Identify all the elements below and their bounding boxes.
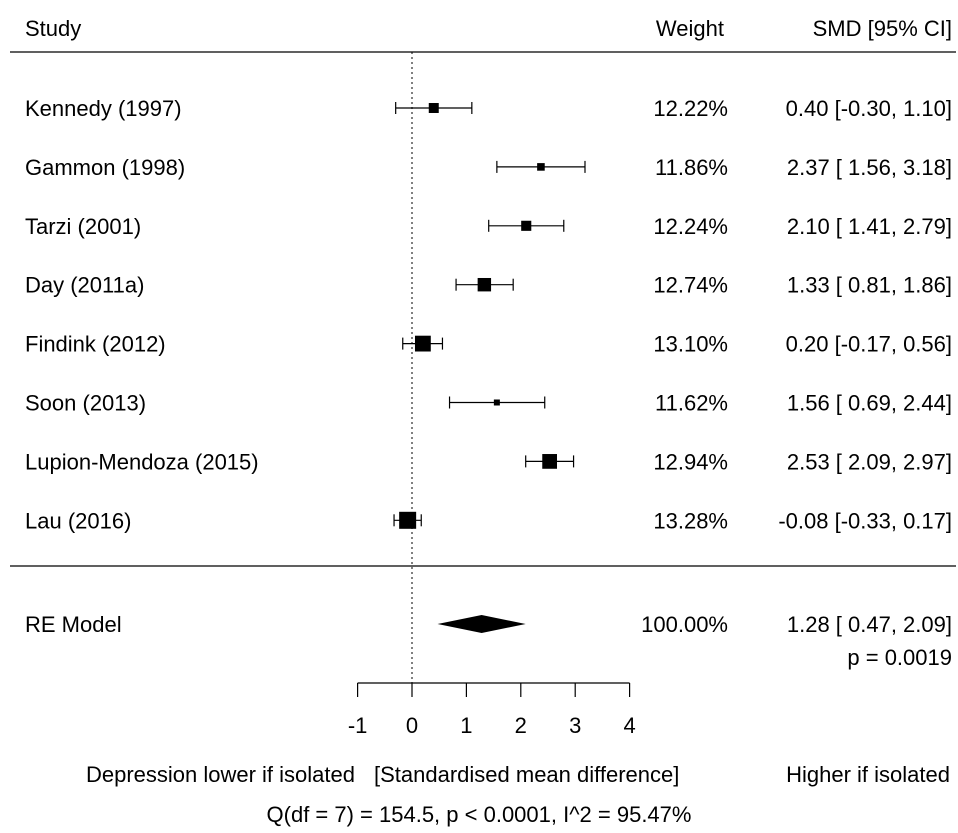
study-label: Day (2011a) xyxy=(25,273,144,298)
study-ci: 1.56 [ 0.69, 2.44] xyxy=(787,391,952,416)
study-ci: 2.10 [ 1.41, 2.79] xyxy=(787,214,952,239)
study-weight: 13.10% xyxy=(653,332,728,357)
x-tick-label: 4 xyxy=(623,713,635,738)
point-estimate-square xyxy=(521,220,532,231)
summary-label: RE Model xyxy=(25,612,122,637)
study-label: Findink (2012) xyxy=(25,332,166,357)
study-label: Kennedy (1997) xyxy=(25,96,182,121)
study-rows: Kennedy (1997) 12.22% 0.40 [-0.30, 1.10] Ga… xyxy=(25,96,952,533)
study-label: Gammon (1998) xyxy=(25,155,185,180)
study-label: Tarzi (2001) xyxy=(25,214,141,239)
x-tick-label: 3 xyxy=(569,713,581,738)
point-estimate-square xyxy=(537,163,545,171)
study-weight: 11.86% xyxy=(655,155,728,180)
study-ci: 1.33 [ 0.81, 1.86] xyxy=(787,273,952,298)
study-weight: 12.74% xyxy=(653,273,728,298)
heterogeneity-stats: Q(df = 7) = 154.5, p < 0.0001, I^2 = 95.… xyxy=(267,802,692,827)
study-row: Tarzi (2001) 12.24% 2.10 [ 1.41, 2.79] xyxy=(25,214,952,239)
point-estimate-square xyxy=(428,103,439,113)
x-tick-label: 0 xyxy=(406,713,418,738)
study-weight: 13.28% xyxy=(653,508,728,533)
header-weight: Weight xyxy=(656,16,724,41)
study-ci: 0.20 [-0.17, 0.56] xyxy=(786,332,952,357)
direction-right-label: Higher if isolated xyxy=(786,762,950,787)
study-ci: 2.37 [ 1.56, 3.18] xyxy=(787,155,952,180)
study-label: Lupion-Mendoza (2015) xyxy=(25,449,259,474)
point-estimate-square xyxy=(477,277,492,292)
point-estimate-square xyxy=(399,511,417,529)
x-tick-label: 1 xyxy=(460,713,472,738)
study-ci: 2.53 [ 2.09, 2.97] xyxy=(787,449,952,474)
study-weight: 12.94% xyxy=(653,449,728,474)
summary-p-value: p = 0.0019 xyxy=(847,645,952,670)
header-smd-ci: SMD [95% CI] xyxy=(813,16,952,41)
x-tick-label: 2 xyxy=(515,713,527,738)
summary-diamond xyxy=(437,615,526,633)
point-estimate-square xyxy=(414,335,431,352)
study-row: Soon (2013) 11.62% 1.56 [ 0.69, 2.44] xyxy=(25,391,952,416)
summary-ci: 1.28 [ 0.47, 2.09] xyxy=(787,612,952,637)
study-label: Lau (2016) xyxy=(25,508,131,533)
header-study: Study xyxy=(25,16,81,41)
study-ci: 0.40 [-0.30, 1.10] xyxy=(786,96,952,121)
study-row: Gammon (1998) 11.86% 2.37 [ 1.56, 3.18] xyxy=(25,155,952,180)
study-row: Kennedy (1997) 12.22% 0.40 [-0.30, 1.10] xyxy=(25,96,952,121)
study-weight: 11.62% xyxy=(655,391,728,416)
study-label: Soon (2013) xyxy=(25,391,146,416)
point-estimate-square xyxy=(542,454,558,469)
summary-weight: 100.00% xyxy=(641,612,728,637)
study-weight: 12.22% xyxy=(653,96,728,121)
study-row: Day (2011a) 12.74% 1.33 [ 0.81, 1.86] xyxy=(25,273,952,298)
study-row: Lupion-Mendoza (2015) 12.94% 2.53 [ 2.09, … xyxy=(25,449,952,474)
study-ci: -0.08 [-0.33, 0.17] xyxy=(778,508,952,533)
study-row: Findink (2012) 13.10% 0.20 [-0.17, 0.56] xyxy=(25,332,952,357)
study-weight: 12.24% xyxy=(653,214,728,239)
direction-left-label: Depression lower if isolated xyxy=(86,762,355,787)
x-axis: -1 0 1 2 3 4 xyxy=(348,682,636,738)
point-estimate-square xyxy=(493,399,500,406)
x-tick-label: -1 xyxy=(348,713,368,738)
study-row: Lau (2016) 13.28% -0.08 [-0.33, 0.17] xyxy=(25,508,952,533)
direction-center-label: [Standardised mean difference] xyxy=(374,762,679,787)
